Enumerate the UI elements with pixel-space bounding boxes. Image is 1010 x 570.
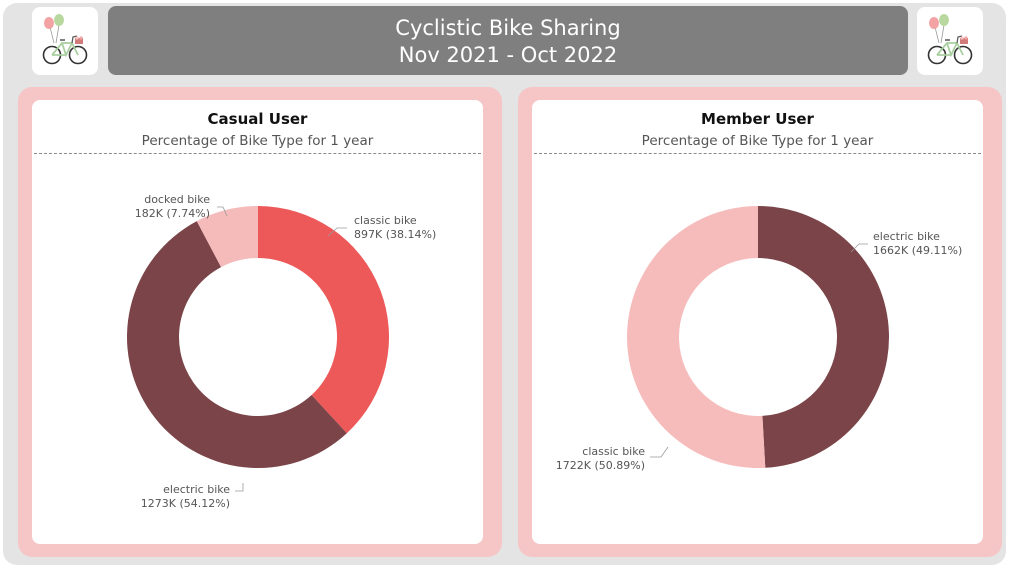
member-user-panel: Member User Percentage of Bike Type for … [518,87,1002,557]
report-period: Nov 2021 - Oct 2022 [398,43,618,67]
divider [34,153,481,154]
slice-label: electric bike [163,483,230,496]
chart-subtitle: Percentage of Bike Type for 1 year [141,133,374,149]
report-title: Cyclistic Bike Sharing [395,16,621,40]
donut-slice-classic-bike[interactable] [258,206,389,434]
member-user-card: Member User Percentage of Bike Type for … [532,100,983,544]
slice-label: docked bike [144,193,210,206]
divider [534,153,981,154]
slice-label: electric bike [873,230,940,243]
slice-value-label: 897K (38.14%) [354,228,436,241]
casual-user-card: Casual User Percentage of Bike Type for … [32,100,483,544]
slice-value-label: 1662K (49.11%) [873,244,962,257]
casual-user-panel: Casual User Percentage of Bike Type for … [18,87,502,557]
bicycle-with-balloons-icon [917,7,983,75]
leader-line [217,206,228,217]
leader-line [327,227,347,237]
slice-value-label: 182K (7.74%) [135,207,210,220]
slice-label: classic bike [354,214,417,227]
bicycle-with-balloons-icon [32,7,98,75]
chart-title: Casual User [207,110,308,128]
donut-slice-classic-bike[interactable] [627,206,766,468]
chart-subtitle: Percentage of Bike Type for 1 year [641,133,874,149]
donut-slice-electric-bike[interactable] [758,206,890,468]
chart-title: Member User [701,110,814,128]
report-header: Cyclistic Bike Sharing Nov 2021 - Oct 20… [108,6,908,75]
slice-value-label: 1273K (54.12%) [141,497,230,510]
leader-line [850,243,868,253]
donut-slice-electric-bike[interactable] [126,221,347,469]
slice-value-label: 1722K (50.89%) [556,459,645,472]
slice-label: classic bike [582,445,645,458]
leader-line [235,483,244,492]
leader-line [650,446,669,458]
donut-slice-docked-bike[interactable] [196,206,258,268]
